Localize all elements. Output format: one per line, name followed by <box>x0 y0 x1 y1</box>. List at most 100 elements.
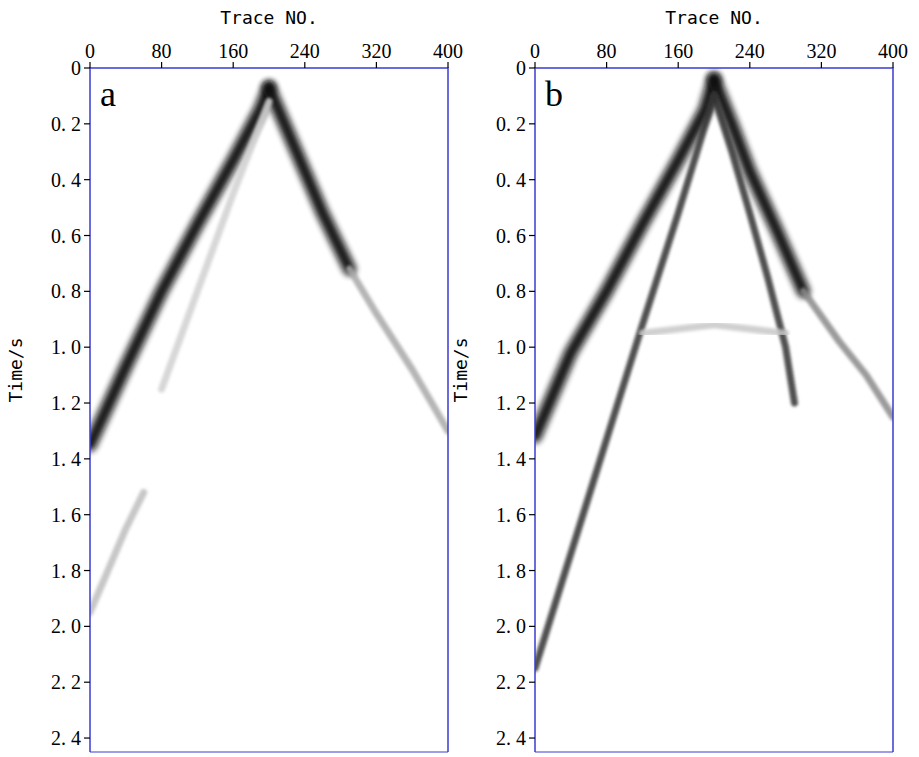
axis-end <box>535 752 893 753</box>
y-tick-label: 2. 4 <box>496 727 526 749</box>
y-tick-label: 1. 0 <box>496 336 526 358</box>
y-tick <box>84 626 90 627</box>
y-tick <box>84 179 90 180</box>
y-tick-label: 2. 2 <box>496 671 526 693</box>
x-tick <box>606 62 607 68</box>
y-tick <box>84 67 90 68</box>
y-tick-label: 2. 4 <box>51 727 81 749</box>
y-tick <box>529 291 535 292</box>
y-tick <box>529 123 535 124</box>
y-tick <box>529 514 535 515</box>
seismic-event <box>535 96 714 668</box>
x-tick <box>161 62 162 68</box>
y-tick-label: 1. 6 <box>51 504 81 526</box>
panel-letter: b <box>545 74 563 114</box>
y-tick <box>84 402 90 403</box>
x-tick <box>376 62 377 68</box>
y-tick-label: 0. 6 <box>496 225 526 247</box>
x-tick-label: 320 <box>806 40 836 62</box>
figure: 0 80 160 240 320 400 Trace NO. 0 0. 2 0. 4 0. 6 0. … <box>0 0 919 757</box>
x-tick-label: 320 <box>361 40 391 62</box>
seismic-event <box>714 79 804 291</box>
y-tick <box>529 570 535 571</box>
y-tick <box>529 235 535 236</box>
y-tick <box>84 570 90 571</box>
x-tick <box>749 62 750 68</box>
y-tick <box>529 179 535 180</box>
y-tick <box>529 737 535 738</box>
y-tick-label: 1. 8 <box>51 560 81 582</box>
x-tick-label: 80 <box>152 40 172 62</box>
y-tick-label: 0. 4 <box>51 169 81 191</box>
y-tick <box>529 626 535 627</box>
y-tick <box>84 291 90 292</box>
y-tick-label: 1. 2 <box>51 392 81 414</box>
y-tick-label: 0. 2 <box>496 113 526 135</box>
axis-end <box>90 752 448 753</box>
y-tick-label: 0. 8 <box>51 280 81 302</box>
seismic-event <box>350 269 448 431</box>
x-tick-label: 400 <box>433 40 463 62</box>
x-tick-label: 80 <box>597 40 617 62</box>
y-tick-label: 1. 2 <box>496 392 526 414</box>
y-tick <box>84 682 90 683</box>
x-tick-label: 160 <box>663 40 693 62</box>
y-tick <box>529 682 535 683</box>
x-tick <box>304 62 305 68</box>
frame <box>535 68 893 752</box>
y-tick <box>529 402 535 403</box>
y-tick-label: 2. 0 <box>496 615 526 637</box>
frame <box>90 68 448 752</box>
y-tick <box>84 235 90 236</box>
y-tick <box>529 347 535 348</box>
panel: 0 80 160 240 320 400 Trace NO. 0 0. 2 0. 4 0. 6 0. … <box>5 7 463 752</box>
x-axis-title: Trace NO. <box>220 7 318 28</box>
y-tick-label: 2. 2 <box>51 671 81 693</box>
seismic-event <box>642 325 785 333</box>
y-tick <box>84 458 90 459</box>
y-axis-title: Time/s <box>5 337 26 402</box>
y-tick <box>529 458 535 459</box>
x-tick-label: 400 <box>878 40 908 62</box>
y-tick-label: 0. 6 <box>51 225 81 247</box>
y-tick-label: 0. 8 <box>496 280 526 302</box>
y-tick-label: 0 <box>71 57 81 79</box>
y-tick-label: 0. 4 <box>496 169 526 191</box>
y-tick <box>84 514 90 515</box>
x-tick <box>821 62 822 68</box>
y-tick-label: 1. 8 <box>496 560 526 582</box>
y-tick <box>84 123 90 124</box>
y-tick-label: 1. 4 <box>496 448 526 470</box>
seismic-event <box>90 88 269 445</box>
y-tick-label: 1. 0 <box>51 336 81 358</box>
x-tick-label: 240 <box>735 40 765 62</box>
plot-area <box>535 79 893 668</box>
x-tick <box>233 62 234 68</box>
panel-letter: a <box>100 74 116 114</box>
x-tick-label: 240 <box>290 40 320 62</box>
x-tick <box>534 62 535 68</box>
x-tick-label: 160 <box>218 40 248 62</box>
seismic-event <box>804 291 894 417</box>
y-tick-label: 0 <box>516 57 526 79</box>
x-tick <box>678 62 679 68</box>
y-tick-label: 0. 2 <box>51 113 81 135</box>
x-axis-title: Trace NO. <box>665 7 763 28</box>
x-tick <box>447 62 448 68</box>
x-tick <box>89 62 90 68</box>
x-tick-label: 0 <box>530 40 540 62</box>
panel: 0 80 160 240 320 400 Trace NO. 0 0. 2 0. 4 0. 6 0. … <box>450 7 908 752</box>
y-axis-title: Time/s <box>450 337 471 402</box>
y-tick-label: 2. 0 <box>51 615 81 637</box>
plot-area <box>90 88 448 613</box>
y-tick-label: 1. 4 <box>51 448 81 470</box>
seismic-event <box>162 102 269 390</box>
x-tick <box>892 62 893 68</box>
seismic-event <box>269 88 350 270</box>
x-tick-label: 0 <box>85 40 95 62</box>
seismic-event <box>90 492 144 612</box>
seismic-event <box>714 96 795 403</box>
y-tick <box>84 347 90 348</box>
y-tick-label: 1. 6 <box>496 504 526 526</box>
y-tick <box>84 737 90 738</box>
